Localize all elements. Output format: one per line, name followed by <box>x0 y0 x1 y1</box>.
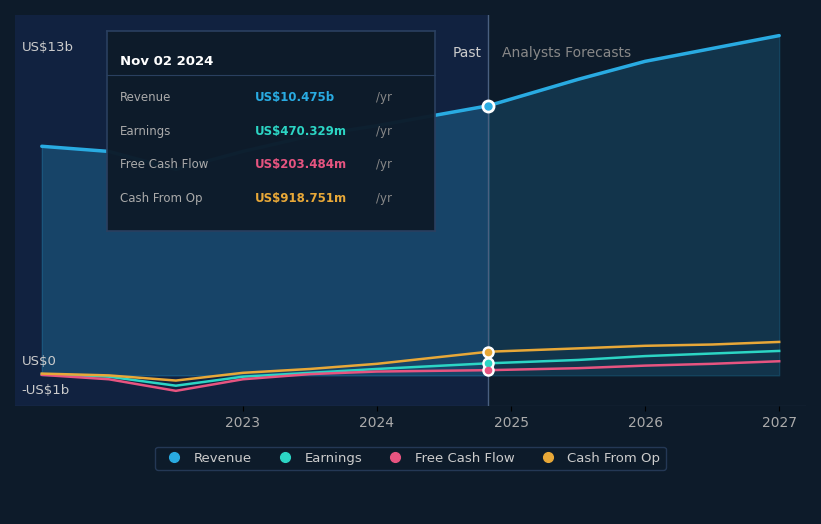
Text: US$470.329m: US$470.329m <box>255 125 346 137</box>
Text: Past: Past <box>452 46 482 60</box>
Text: /yr: /yr <box>376 158 392 171</box>
Text: Cash From Op: Cash From Op <box>120 192 202 205</box>
Legend: Revenue, Earnings, Free Cash Flow, Cash From Op: Revenue, Earnings, Free Cash Flow, Cash … <box>155 446 666 470</box>
Text: /yr: /yr <box>376 125 392 137</box>
Text: /yr: /yr <box>376 91 392 104</box>
Text: /yr: /yr <box>376 192 392 205</box>
Text: US$0: US$0 <box>21 355 57 368</box>
Text: Nov 02 2024: Nov 02 2024 <box>120 56 213 68</box>
Text: Free Cash Flow: Free Cash Flow <box>120 158 209 171</box>
Bar <box>15 15 488 406</box>
Bar <box>488 15 806 406</box>
Text: US$13b: US$13b <box>21 41 74 54</box>
Text: -US$1b: -US$1b <box>21 384 70 397</box>
Text: US$203.484m: US$203.484m <box>255 158 346 171</box>
Text: US$10.475b: US$10.475b <box>255 91 335 104</box>
Text: Revenue: Revenue <box>120 91 172 104</box>
Text: Earnings: Earnings <box>120 125 172 137</box>
Text: Analysts Forecasts: Analysts Forecasts <box>502 46 631 60</box>
Text: US$918.751m: US$918.751m <box>255 192 346 205</box>
